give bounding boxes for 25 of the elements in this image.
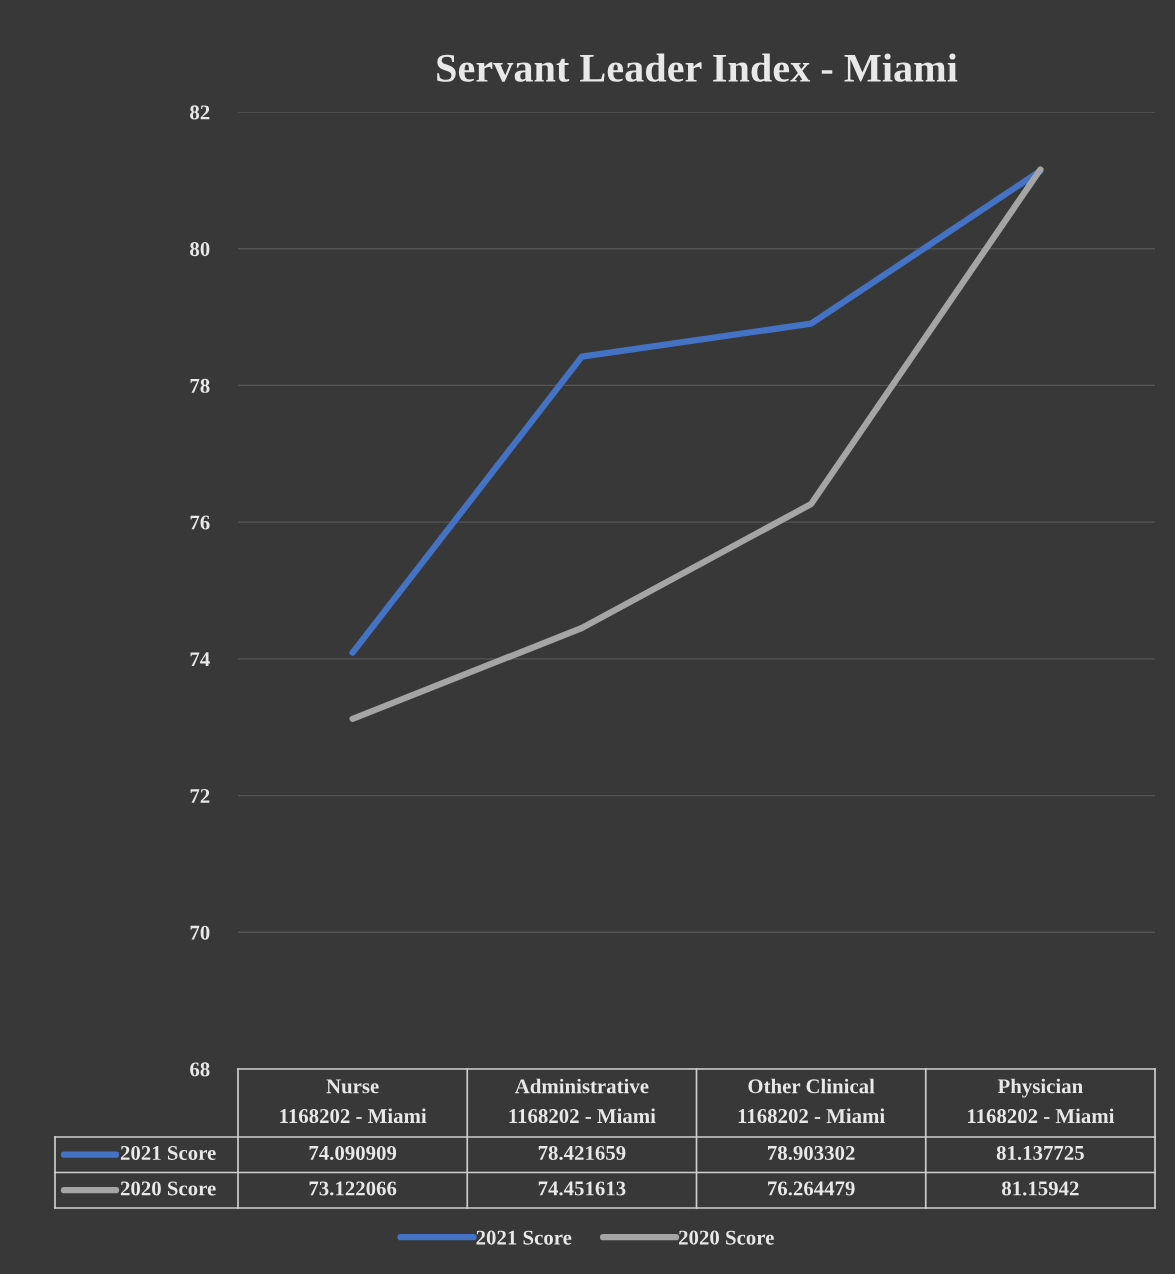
y-tick-label: 78 bbox=[190, 378, 210, 393]
legend-label: 2020 Score bbox=[120, 1181, 216, 1196]
y-tick-label: 68 bbox=[190, 1062, 210, 1077]
y-tick-label: 80 bbox=[190, 242, 210, 257]
x-tick-label: Physician 1168202 - Miami bbox=[967, 1078, 1115, 1124]
data-label: 78.421659 bbox=[538, 1145, 626, 1161]
x-tick-label: Nurse 1168202 - Miami bbox=[280, 1079, 427, 1124]
y-tick-label: 70 bbox=[190, 925, 210, 940]
text: 2021 Score bbox=[476, 1230, 572, 1245]
data-label: 78.903302 bbox=[768, 1145, 855, 1161]
data-label: 73.122066 bbox=[309, 1181, 397, 1196]
y-tick-label: 72 bbox=[190, 789, 210, 803]
data-label: 74.451613 bbox=[538, 1181, 626, 1196]
text: 2020 Score bbox=[679, 1230, 774, 1245]
y-tick-label: 74 bbox=[190, 652, 210, 667]
x-tick-label: Administrative 1168202 - Miami bbox=[509, 1078, 656, 1124]
data-label: 81.137725 bbox=[996, 1145, 1084, 1161]
legend-label: 2021 Score bbox=[120, 1145, 216, 1160]
y-tick-label: 82 bbox=[190, 105, 210, 120]
x-tick-label: Other Clinical 1168202 - Miami bbox=[738, 1078, 885, 1124]
data-label: 76.264479 bbox=[768, 1181, 855, 1196]
chart-title: Servant Leader Index - Miami bbox=[437, 53, 958, 82]
data-label: 81.15942 bbox=[1002, 1181, 1079, 1196]
y-tick-label: 76 bbox=[190, 515, 210, 530]
data-label: 74.090909 bbox=[309, 1145, 397, 1161]
